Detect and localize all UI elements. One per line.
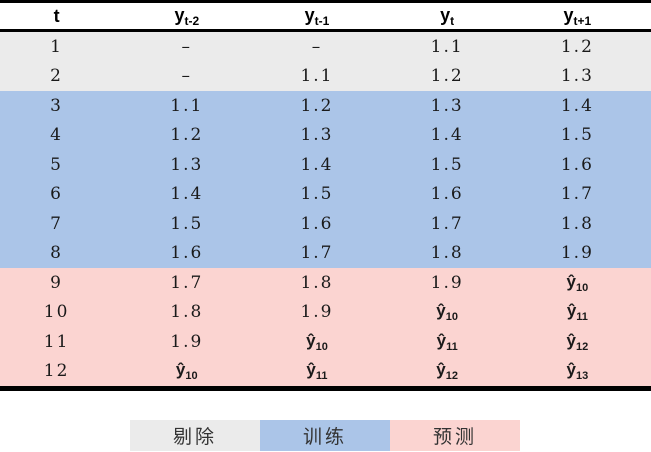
table-row-training: 7 1.5 1.6 1.7 1.8	[0, 209, 651, 239]
cell-t: 1	[50, 36, 63, 57]
cell-value: 1.5	[560, 125, 594, 146]
table-row-training: 8 1.6 1.7 1.8 1.9	[0, 238, 651, 268]
table-header-row: t yt-2 yt-1 yt yt+1	[0, 1, 651, 32]
cell-value: 1.9	[170, 331, 204, 352]
cell-value: 1.6	[560, 154, 594, 175]
cell-value: 1.3	[430, 95, 464, 116]
table-row-excluded: 2 – 1.1 1.2 1.3	[0, 61, 651, 91]
table-row-training: 3 1.1 1.2 1.3 1.4	[0, 91, 651, 121]
legend: 剔除 训练 预测	[130, 420, 520, 451]
cell-value: 1.6	[430, 184, 464, 205]
cell-value: 1.3	[170, 154, 204, 175]
cell-t: 2	[50, 66, 63, 87]
legend-label-excluded: 剔除	[172, 426, 217, 448]
table-row-prediction: 11 1.9 ŷ10 ŷ11 ŷ12	[0, 327, 651, 357]
cell-value: 1.2	[560, 36, 594, 57]
yhat-symbol: ŷ	[306, 360, 316, 380]
cell-t: 9	[50, 272, 63, 293]
column-header: yt-1	[260, 1, 391, 32]
cell-value: ŷ10	[306, 330, 328, 353]
cell-value: 1.3	[300, 125, 334, 146]
yhat-symbol: ŷ	[566, 360, 576, 380]
cell-value: 1.8	[170, 302, 204, 323]
cell-value: 1.6	[170, 243, 204, 264]
cell-value: 1.4	[300, 154, 334, 175]
cell-value: ŷ10	[436, 301, 459, 324]
cell-value: ŷ11	[436, 330, 458, 353]
cell-value: –	[181, 36, 193, 57]
legend-item-prediction: 预测	[390, 420, 520, 451]
cell-value: 1.9	[300, 302, 334, 323]
cell-value: 1.2	[300, 95, 334, 116]
cell-value: –	[181, 66, 193, 87]
yhat-symbol: ŷ	[436, 301, 446, 321]
column-header: yt-2	[130, 1, 261, 32]
cell-t: 6	[50, 184, 63, 205]
cell-value: 1.7	[170, 272, 204, 293]
cell-value: ŷ11	[306, 360, 328, 383]
legend-label-training: 训练	[302, 426, 347, 448]
yhat-symbol: ŷ	[175, 360, 186, 380]
yhat-symbol: ŷ	[566, 330, 576, 350]
cell-value: 1.8	[560, 213, 594, 234]
timeseries-table: t yt-2 yt-1 yt yt+1 1 – – 1.1 1.2 2 – 1.1 1.2 1.3 3 1.1…	[0, 0, 651, 391]
cell-value: 1.2	[170, 125, 204, 146]
cell-t: 3	[50, 95, 63, 116]
cell-value: ŷ13	[566, 360, 589, 383]
yhat-symbol: ŷ	[436, 360, 446, 380]
cell-t: 7	[50, 213, 63, 234]
table-row-prediction: 12 ŷ10 ŷ11 ŷ12 ŷ13	[0, 356, 651, 389]
yhat-symbol: ŷ	[306, 330, 316, 350]
cell-value: ŷ10	[175, 360, 198, 383]
yhat-symbol: ŷ	[566, 301, 577, 321]
table-row-excluded: 1 – – 1.1 1.2	[0, 30, 651, 62]
cell-t: 12	[43, 361, 70, 382]
cell-value: 1.1	[430, 36, 464, 57]
cell-t: 10	[43, 302, 70, 323]
table-body: 1 – – 1.1 1.2 2 – 1.1 1.2 1.3 3 1.1 1.2 1.3 1.4 4 1.2 1.3…	[0, 30, 651, 389]
cell-value: 1.7	[300, 243, 334, 264]
cell-value: 1.8	[430, 243, 464, 264]
column-header: yt+1	[520, 1, 651, 32]
cell-value: 1.2	[430, 66, 464, 87]
column-header: t	[0, 1, 131, 32]
cell-value: 1.1	[170, 95, 204, 116]
legend-label-prediction: 预测	[432, 426, 477, 448]
cell-value: ŷ12	[566, 330, 589, 353]
legend-item-training: 训练	[260, 420, 390, 451]
cell-t: 8	[50, 243, 63, 264]
cell-value: 1.7	[430, 213, 464, 234]
cell-value: 1.7	[560, 184, 594, 205]
cell-t: 11	[43, 331, 70, 352]
cell-value: 1.9	[430, 272, 464, 293]
cell-value: 1.5	[430, 154, 464, 175]
cell-t: 5	[50, 154, 63, 175]
cell-value: 1.5	[170, 213, 204, 234]
cell-value: 1.4	[430, 125, 464, 146]
legend-item-excluded: 剔除	[130, 420, 260, 451]
table-row-training: 6 1.4 1.5 1.6 1.7	[0, 179, 651, 209]
cell-value: ŷ12	[436, 360, 459, 383]
table-row-prediction: 10 1.8 1.9 ŷ10 ŷ11	[0, 297, 651, 327]
yhat-symbol: ŷ	[436, 330, 447, 350]
cell-value: 1.9	[560, 243, 594, 264]
table-row-training: 4 1.2 1.3 1.4 1.5	[0, 120, 651, 150]
cell-value: 1.3	[560, 66, 594, 87]
cell-value: 1.6	[300, 213, 334, 234]
table-header: t yt-2 yt-1 yt yt+1	[0, 1, 651, 32]
column-header: yt	[390, 1, 521, 32]
cell-value: ŷ10	[566, 271, 589, 294]
cell-value: 1.4	[560, 95, 594, 116]
cell-value: –	[311, 36, 323, 57]
table-row-training: 5 1.3 1.4 1.5 1.6	[0, 150, 651, 180]
cell-value: ŷ11	[566, 301, 588, 324]
cell-t: 4	[50, 125, 63, 146]
cell-value: 1.4	[170, 184, 204, 205]
yhat-symbol: ŷ	[566, 271, 576, 291]
cell-value: 1.8	[300, 272, 334, 293]
cell-value: 1.5	[300, 184, 334, 205]
cell-value: 1.1	[300, 66, 334, 87]
table-row-prediction: 9 1.7 1.8 1.9 ŷ10	[0, 268, 651, 298]
